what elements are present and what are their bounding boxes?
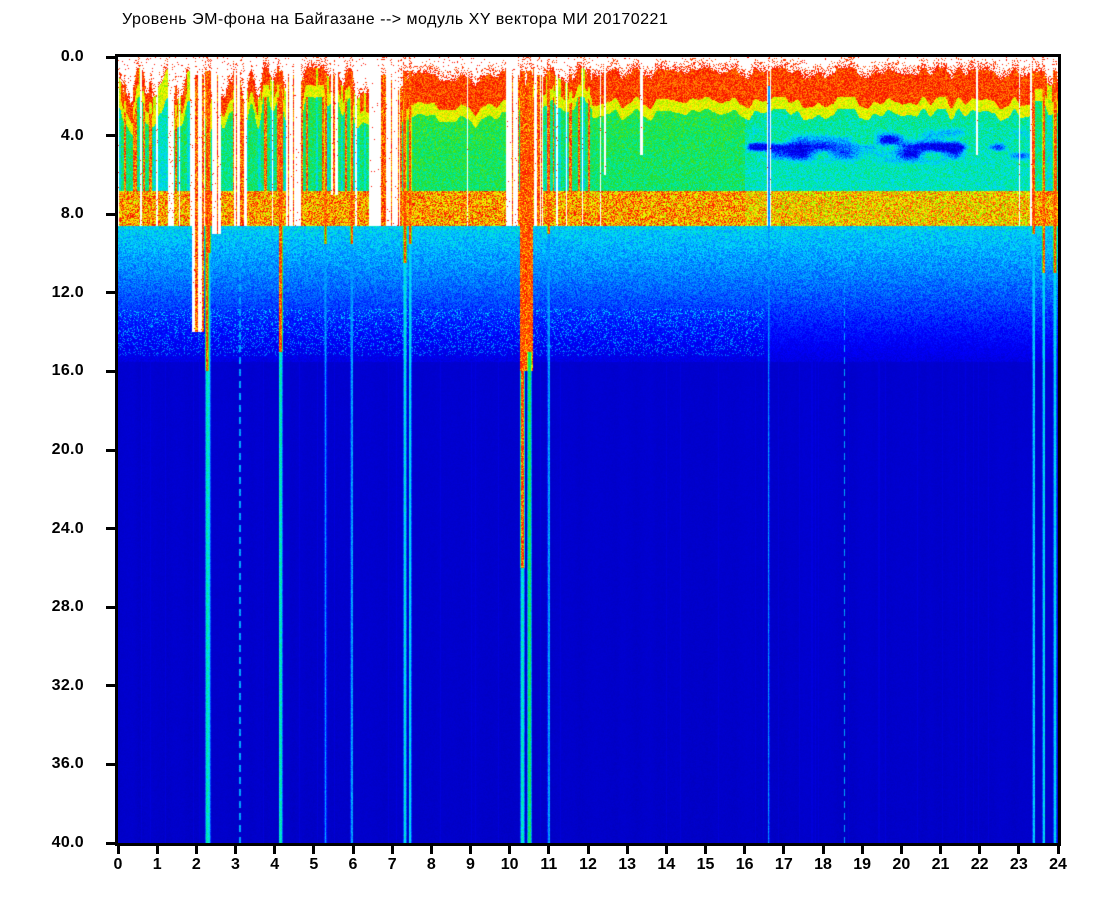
x-axis-label: 7 — [387, 856, 397, 873]
chart-title: Уровень ЭМ-фона на Байгазане --> модуль … — [122, 11, 669, 28]
x-axis-tick — [312, 846, 316, 854]
y-axis-tick — [106, 605, 115, 609]
x-axis-label: 9 — [466, 856, 475, 873]
y-axis-tick — [106, 684, 115, 688]
x-axis-label: 13 — [618, 856, 637, 873]
x-axis-label: 8 — [426, 856, 436, 873]
x-axis-tick — [547, 846, 551, 854]
y-axis-label: 12.0 — [51, 283, 84, 301]
y-axis-tick — [106, 762, 115, 766]
x-axis-label: 12 — [579, 856, 597, 873]
x-axis-tick — [1056, 846, 1060, 854]
x-axis-label: 10 — [500, 856, 519, 873]
x-axis-tick — [1017, 846, 1021, 854]
y-axis-label: 0.0 — [60, 48, 84, 65]
x-axis-label: 15 — [696, 856, 715, 873]
x-axis-label: 5 — [309, 856, 319, 873]
y-axis-label: 16.0 — [51, 362, 84, 380]
x-axis-tick — [664, 846, 668, 854]
x-axis-label: 2 — [191, 856, 201, 873]
y-axis-label: 20.0 — [51, 441, 84, 458]
x-axis-label: 3 — [231, 856, 240, 873]
spectrogram-canvas — [118, 57, 1058, 843]
x-axis-tick — [390, 846, 394, 854]
x-axis-label: 20 — [892, 856, 911, 873]
x-axis-tick — [821, 846, 825, 854]
x-axis-tick — [978, 846, 982, 854]
x-axis-tick — [429, 846, 433, 854]
x-axis-tick — [469, 846, 472, 854]
x-axis-tick — [782, 846, 786, 854]
x-axis-label: 23 — [1009, 856, 1028, 873]
x-axis-label: 19 — [853, 856, 872, 873]
x-axis-label: 24 — [1049, 856, 1067, 873]
y-axis-label: 36.0 — [51, 755, 84, 773]
x-axis-tick — [899, 846, 903, 854]
x-axis-label: 6 — [348, 856, 358, 873]
y-axis-tick — [106, 448, 115, 452]
x-axis-tick — [508, 846, 512, 854]
x-axis-label: 11 — [540, 856, 558, 873]
x-axis-tick — [116, 846, 120, 854]
x-axis-tick — [155, 846, 159, 854]
x-axis-label: 0 — [113, 856, 123, 873]
y-axis-label: 8.0 — [60, 205, 84, 223]
x-axis-label: 4 — [270, 856, 280, 873]
x-axis-label: 18 — [814, 856, 832, 873]
y-axis-label: 28.0 — [51, 598, 84, 616]
y-axis-tick — [106, 527, 115, 531]
y-axis-tick — [106, 55, 115, 59]
y-axis-tick — [106, 291, 115, 295]
x-axis-label: 1 — [152, 856, 162, 873]
x-axis-tick — [234, 846, 237, 854]
x-axis-tick — [860, 846, 864, 854]
y-axis-tick — [106, 134, 115, 138]
x-axis-tick — [704, 846, 707, 854]
x-axis-tick — [743, 846, 747, 854]
x-axis-label: 22 — [970, 856, 989, 873]
y-axis-tick — [106, 369, 115, 373]
x-axis-label: 21 — [931, 856, 950, 873]
y-axis-tick — [106, 212, 115, 216]
x-axis-label: 16 — [735, 856, 754, 873]
x-axis-tick — [351, 846, 355, 854]
x-axis-tick — [194, 846, 198, 854]
x-axis-label: 17 — [774, 856, 793, 873]
x-axis-tick — [273, 846, 277, 854]
y-axis-label: 4.0 — [60, 126, 84, 144]
x-axis-tick — [625, 846, 629, 854]
y-axis-label: 40.0 — [51, 834, 84, 851]
y-axis-label: 32.0 — [51, 676, 84, 694]
x-axis-tick — [939, 846, 942, 854]
x-axis-label: 14 — [657, 856, 676, 873]
x-axis-tick — [586, 846, 590, 854]
y-axis-tick — [106, 841, 115, 845]
y-axis-label: 24.0 — [51, 519, 84, 537]
